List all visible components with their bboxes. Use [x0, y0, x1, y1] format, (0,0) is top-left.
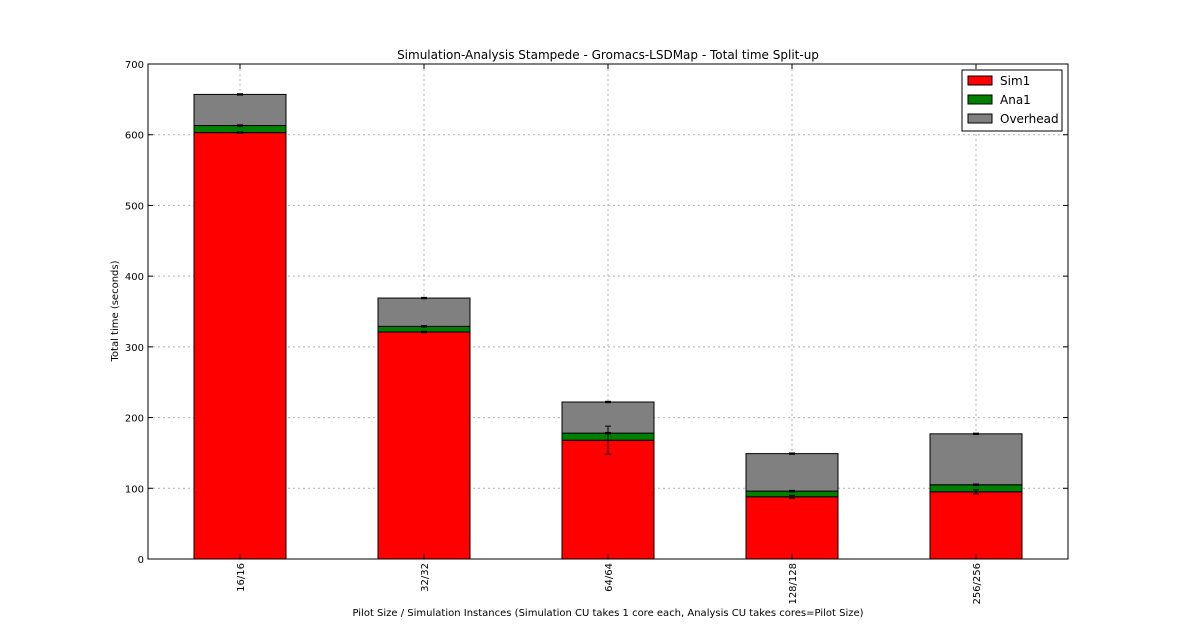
x-tick-label: 16/16 — [236, 563, 247, 592]
y-axis-label: Total time (seconds) — [110, 260, 121, 362]
legend-swatch-sim1 — [967, 75, 993, 86]
axis-ticks: 0 100 200 300 400 500 600 700 16/16 32/32 64/64 128… — [125, 60, 1068, 605]
bar-sim1 — [193, 132, 287, 560]
x-tick-label: 128/128 — [788, 563, 799, 605]
legend: Sim1 Ana1 Overhead — [961, 69, 1063, 132]
legend-swatch-overhead — [967, 113, 993, 124]
y-tick-label: 500 — [125, 201, 144, 212]
bar-sim1 — [561, 439, 655, 560]
x-tick-label: 256/256 — [972, 563, 983, 605]
x-axis-label: Pilot Size / Simulation Instances (Simul… — [352, 608, 863, 619]
y-tick-label: 0 — [138, 555, 144, 566]
bar-overhead — [929, 433, 1023, 486]
y-tick-label: 600 — [125, 131, 144, 142]
y-tick-label: 700 — [125, 60, 144, 71]
legend-label-ana1: Ana1 — [1000, 93, 1031, 107]
bars — [193, 93, 1023, 560]
bar-overhead — [193, 93, 287, 127]
legend-label-sim1: Sim1 — [1000, 74, 1030, 88]
chart-title: Simulation-Analysis Stampede - Gromacs-L… — [397, 48, 819, 62]
y-tick-label: 200 — [125, 414, 144, 425]
x-tick-label: 64/64 — [604, 563, 615, 592]
y-tick-label: 100 — [125, 484, 144, 495]
y-tick-label: 400 — [125, 272, 144, 283]
y-tick-label: 300 — [125, 343, 144, 354]
legend-label-overhead: Overhead — [1000, 112, 1059, 126]
bar-sim1 — [929, 491, 1023, 560]
bar-sim1 — [377, 331, 471, 560]
error-bars — [237, 93, 979, 499]
bar-sim1 — [745, 496, 839, 560]
bar-overhead — [377, 297, 471, 327]
legend-swatch-ana1 — [967, 94, 993, 105]
bar-overhead — [745, 453, 839, 492]
x-tick-label: 32/32 — [420, 563, 431, 592]
